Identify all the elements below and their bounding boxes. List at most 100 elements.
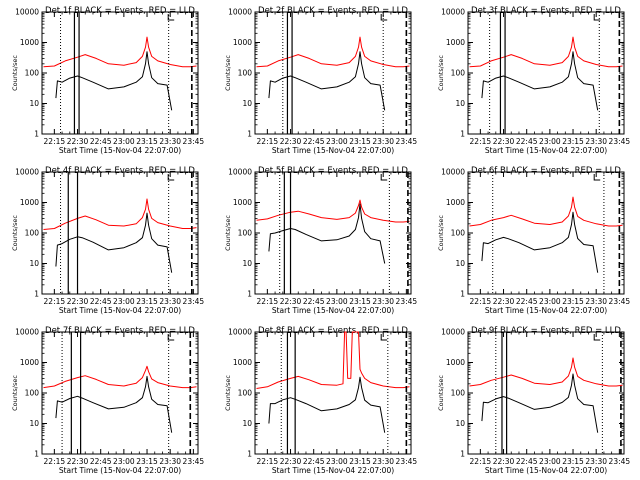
x-tick-label: 22:15 bbox=[257, 297, 279, 306]
x-tick-label: 23:00 bbox=[326, 457, 348, 466]
x-axis-label: Start Time (15-Nov-04 22:07:00) bbox=[59, 466, 181, 475]
events-series-line bbox=[55, 375, 173, 433]
x-tick-label: 23:00 bbox=[113, 137, 135, 146]
y-tick-label: 100 bbox=[451, 389, 466, 398]
lld-series-line bbox=[469, 36, 623, 68]
x-tick-label: 23:00 bbox=[539, 137, 561, 146]
y-axis-label: Counts/sec bbox=[437, 375, 445, 411]
y-tick-label: 10 bbox=[242, 419, 252, 428]
y-tick-label: 1000 bbox=[446, 358, 465, 367]
y-tick-label: 10000 bbox=[441, 168, 465, 177]
x-axis-label: Start Time (15-Nov-04 22:07:00) bbox=[272, 306, 394, 315]
events-series-line bbox=[268, 51, 386, 111]
x-tick-label: 23:45 bbox=[183, 137, 205, 146]
panel-title: Det 8f BLACK = Events, RED = LLD bbox=[258, 326, 408, 336]
x-tick-label: 23:30 bbox=[585, 457, 607, 466]
x-tick-label: 22:30 bbox=[493, 137, 515, 146]
y-tick-label: 100 bbox=[451, 69, 466, 78]
x-tick-label: 23:30 bbox=[372, 457, 394, 466]
x-tick-label: 23:15 bbox=[562, 297, 584, 306]
y-tick-label: 100 bbox=[25, 389, 40, 398]
y-tick-label: 10 bbox=[29, 419, 39, 428]
x-tick-label: 22:30 bbox=[280, 297, 302, 306]
y-tick-label: 1 bbox=[34, 290, 39, 299]
y-tick-label: 1000 bbox=[233, 358, 252, 367]
y-tick-label: 10000 bbox=[228, 168, 252, 177]
x-tick-label: 22:45 bbox=[516, 137, 538, 146]
y-tick-label: 100 bbox=[25, 229, 40, 238]
y-tick-label: 10 bbox=[455, 419, 465, 428]
y-axis-label: Counts/sec bbox=[224, 55, 232, 91]
lld-series-line bbox=[43, 36, 197, 68]
y-tick-label: 10000 bbox=[15, 8, 39, 17]
y-tick-label: 10 bbox=[455, 259, 465, 268]
x-tick-label: 23:30 bbox=[372, 297, 394, 306]
x-tick-label: 22:15 bbox=[257, 457, 279, 466]
x-axis-label: Start Time (15-Nov-04 22:07:00) bbox=[485, 146, 607, 155]
x-tick-label: 22:45 bbox=[90, 297, 112, 306]
x-tick-label: 22:30 bbox=[493, 297, 515, 306]
x-axis-label: Start Time (15-Nov-04 22:07:00) bbox=[485, 466, 607, 475]
x-tick-label: 22:30 bbox=[493, 457, 515, 466]
x-tick-label: 22:15 bbox=[470, 457, 492, 466]
bracket-marker bbox=[167, 174, 175, 181]
bracket-marker bbox=[167, 334, 175, 341]
x-tick-label: 23:15 bbox=[349, 457, 371, 466]
x-tick-label: 23:45 bbox=[609, 457, 631, 466]
y-tick-label: 1 bbox=[460, 130, 465, 139]
detector-panel-7: 1 10 100 1000 10000 22:15 22:30 22:45 23:00 23:15… bbox=[11, 326, 204, 475]
detector-panel-4: 1 10 100 1000 10000 22:15 22:30 22:45 23:00 23:15… bbox=[11, 166, 204, 315]
panel-title: Det 1f BLACK = Events, RED = LLD bbox=[45, 6, 195, 16]
y-tick-label: 100 bbox=[238, 389, 253, 398]
lld-series-line bbox=[256, 36, 410, 68]
y-axis-label: Counts/sec bbox=[11, 215, 19, 251]
y-tick-label: 10000 bbox=[441, 328, 465, 337]
events-series-line bbox=[481, 373, 599, 433]
x-tick-label: 23:00 bbox=[326, 297, 348, 306]
x-tick-label: 22:30 bbox=[280, 457, 302, 466]
y-tick-label: 1 bbox=[34, 450, 39, 459]
lld-series-line bbox=[256, 331, 410, 389]
x-tick-label: 23:00 bbox=[113, 457, 135, 466]
y-tick-label: 1000 bbox=[20, 358, 39, 367]
x-tick-label: 22:30 bbox=[67, 457, 89, 466]
bracket-marker bbox=[593, 14, 601, 21]
y-tick-label: 1000 bbox=[233, 198, 252, 207]
x-tick-label: 23:15 bbox=[136, 457, 158, 466]
x-axis-label: Start Time (15-Nov-04 22:07:00) bbox=[272, 466, 394, 475]
x-tick-label: 22:15 bbox=[44, 297, 66, 306]
detector-panel-2: 1 10 100 1000 10000 22:15 22:30 22:45 23:00 23:15… bbox=[224, 6, 417, 155]
x-axis-label: Start Time (15-Nov-04 22:07:00) bbox=[485, 306, 607, 315]
x-tick-label: 23:15 bbox=[349, 297, 371, 306]
x-tick-label: 23:45 bbox=[609, 137, 631, 146]
y-tick-label: 10000 bbox=[228, 328, 252, 337]
detector-panel-5: 1 10 100 1000 10000 22:15 22:30 22:45 23:00 23:15… bbox=[224, 166, 417, 315]
x-tick-label: 23:45 bbox=[396, 137, 418, 146]
panel-title: Det 3f BLACK = Events, RED = LLD bbox=[471, 6, 621, 16]
y-tick-label: 10 bbox=[29, 259, 39, 268]
y-tick-label: 10000 bbox=[228, 8, 252, 17]
events-series-line bbox=[481, 211, 599, 273]
x-tick-label: 23:00 bbox=[539, 457, 561, 466]
detector-panel-9: 1 10 100 1000 10000 22:15 22:30 22:45 23:00 23:15… bbox=[437, 326, 630, 475]
y-tick-label: 100 bbox=[238, 69, 253, 78]
bracket-marker bbox=[593, 334, 601, 341]
y-tick-label: 10 bbox=[455, 99, 465, 108]
x-tick-label: 22:15 bbox=[470, 137, 492, 146]
y-axis-label: Counts/sec bbox=[224, 215, 232, 251]
lld-series-line bbox=[43, 365, 197, 389]
y-tick-label: 100 bbox=[238, 229, 253, 238]
x-tick-label: 23:15 bbox=[136, 137, 158, 146]
x-tick-label: 23:15 bbox=[349, 137, 371, 146]
bracket-marker bbox=[380, 174, 388, 181]
x-tick-label: 22:45 bbox=[90, 457, 112, 466]
x-tick-label: 22:45 bbox=[90, 137, 112, 146]
x-tick-label: 23:45 bbox=[396, 297, 418, 306]
y-tick-label: 1000 bbox=[233, 38, 252, 47]
y-tick-label: 10 bbox=[242, 99, 252, 108]
y-tick-label: 10000 bbox=[441, 8, 465, 17]
panel-title: Det 4f BLACK = Events, RED = LLD bbox=[45, 166, 195, 176]
panel-title: Det 9f BLACK = Events, RED = LLD bbox=[471, 326, 621, 336]
x-tick-label: 22:45 bbox=[516, 297, 538, 306]
y-tick-label: 100 bbox=[451, 229, 466, 238]
